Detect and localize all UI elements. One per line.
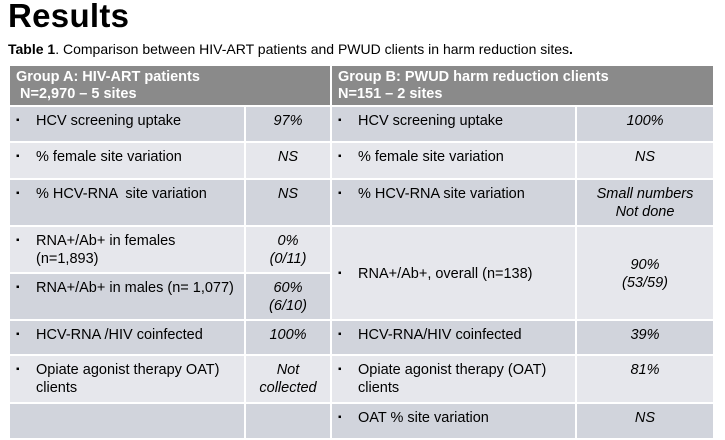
a-row-empty — [8, 402, 246, 440]
b-row-label: ▪% female site variation — [330, 141, 577, 180]
a-row-label: ▪ HCV screening uptake — [8, 105, 246, 143]
a-row-value: 0% (0/11) — [244, 225, 332, 274]
group-b-header: Group B: PWUD harm reduction clients N=15… — [330, 64, 715, 107]
bullet-icon: ▪ — [16, 282, 20, 293]
bullet-icon: ▪ — [338, 267, 342, 279]
bullet-icon: ▪ — [16, 329, 20, 340]
b-row-value: Small numbers Not done — [575, 178, 715, 227]
table-row: ▪ RNA+/Ab+ in females (n=1,893) 0% (0/11) … — [8, 225, 715, 321]
a-row-value: 100% — [244, 319, 332, 356]
bullet-icon: ▪ — [338, 364, 342, 375]
bullet-icon: ▪ — [16, 364, 20, 375]
table-row: ▪ RNA+/Ab+ in males (n= 1,077) 60% (6/10) — [8, 272, 714, 321]
table-row: ▪ HCV screening uptake 97% ▪ HCV screening… — [8, 105, 715, 143]
b-row-label: ▪% HCV-RNA site variation — [330, 178, 577, 227]
b-row-value: 39% — [575, 319, 715, 356]
bullet-icon: ▪ — [16, 115, 20, 126]
table-caption: Table 1. Comparison between HIV-ART pati… — [8, 41, 573, 57]
bullet-icon: ▪ — [338, 329, 342, 340]
caption-text: . Comparison between HIV-ART patients an… — [55, 41, 570, 57]
bullet-icon: ▪ — [338, 412, 342, 423]
a-row-label: ▪ HCV-RNA /HIV coinfected — [8, 319, 246, 356]
caption-label: Table 1 — [8, 41, 56, 57]
b-row-label: ▪ HCV-RNA/HIV coinfected — [330, 319, 577, 356]
table-row: ▪ HCV-RNA /HIV coinfected 100% ▪ HCV-RNA/H… — [8, 319, 715, 356]
a-row-value: 97% — [244, 105, 332, 143]
table-row: ▪% female site variation NS ▪% female si… — [8, 141, 715, 180]
bullet-icon: ▪ — [338, 115, 342, 126]
table-row: ▪% HCV-RNA site variation NS ▪% HCV-RNA … — [8, 178, 715, 227]
a-row-label: ▪ RNA+/Ab+ in males (n= 1,077) — [8, 272, 246, 321]
b-row-label: ▪ Opiate agonist therapy (OAT) clients — [330, 354, 577, 404]
a-row-value: Not collected — [244, 354, 332, 404]
a-row-label: ▪% HCV-RNA site variation — [8, 178, 246, 227]
bullet-icon: ▪ — [338, 188, 342, 199]
bullet-icon: ▪ — [16, 151, 20, 162]
b-row-value: 81% — [575, 354, 715, 404]
b-row-value: 90% (53/59) — [575, 225, 715, 321]
table-row: ▪ Opiate agonist therapy OAT) clients Not… — [8, 354, 715, 404]
b-row-value: 100% — [575, 105, 715, 143]
b-row-value: NS — [575, 141, 715, 180]
caption-end: . — [569, 41, 573, 57]
bullet-icon: ▪ — [16, 235, 20, 246]
a-row-empty-value — [244, 402, 332, 440]
a-row-label: ▪ Opiate agonist therapy OAT) clients — [8, 354, 246, 404]
a-row-label: ▪ RNA+/Ab+ in females (n=1,893) — [8, 225, 246, 274]
group-a-header: Group A: HIV-ART patients N=2,970 – 5 si… — [8, 64, 332, 107]
table-header-row: Group A: HIV-ART patients N=2,970 – 5 si… — [8, 64, 715, 107]
b-row-label: ▪ HCV screening uptake — [330, 105, 577, 143]
a-row-label: ▪% female site variation — [8, 141, 246, 180]
table-row: ▪ OAT % site variation NS — [8, 402, 715, 440]
page-title: Results — [8, 0, 130, 34]
a-row-value: NS — [244, 141, 332, 180]
b-row-label: ▪ RNA+/Ab+, overall (n=138) — [330, 225, 577, 321]
b-row-label: ▪ OAT % site variation — [330, 402, 577, 440]
bullet-icon: ▪ — [16, 188, 20, 199]
bullet-icon: ▪ — [338, 151, 342, 162]
a-row-value: NS — [244, 178, 332, 227]
b-row-value: NS — [575, 402, 715, 440]
a-row-value: 60% (6/10) — [244, 272, 332, 321]
results-table: Group A: HIV-ART patients N=2,970 – 5 si… — [8, 64, 715, 440]
